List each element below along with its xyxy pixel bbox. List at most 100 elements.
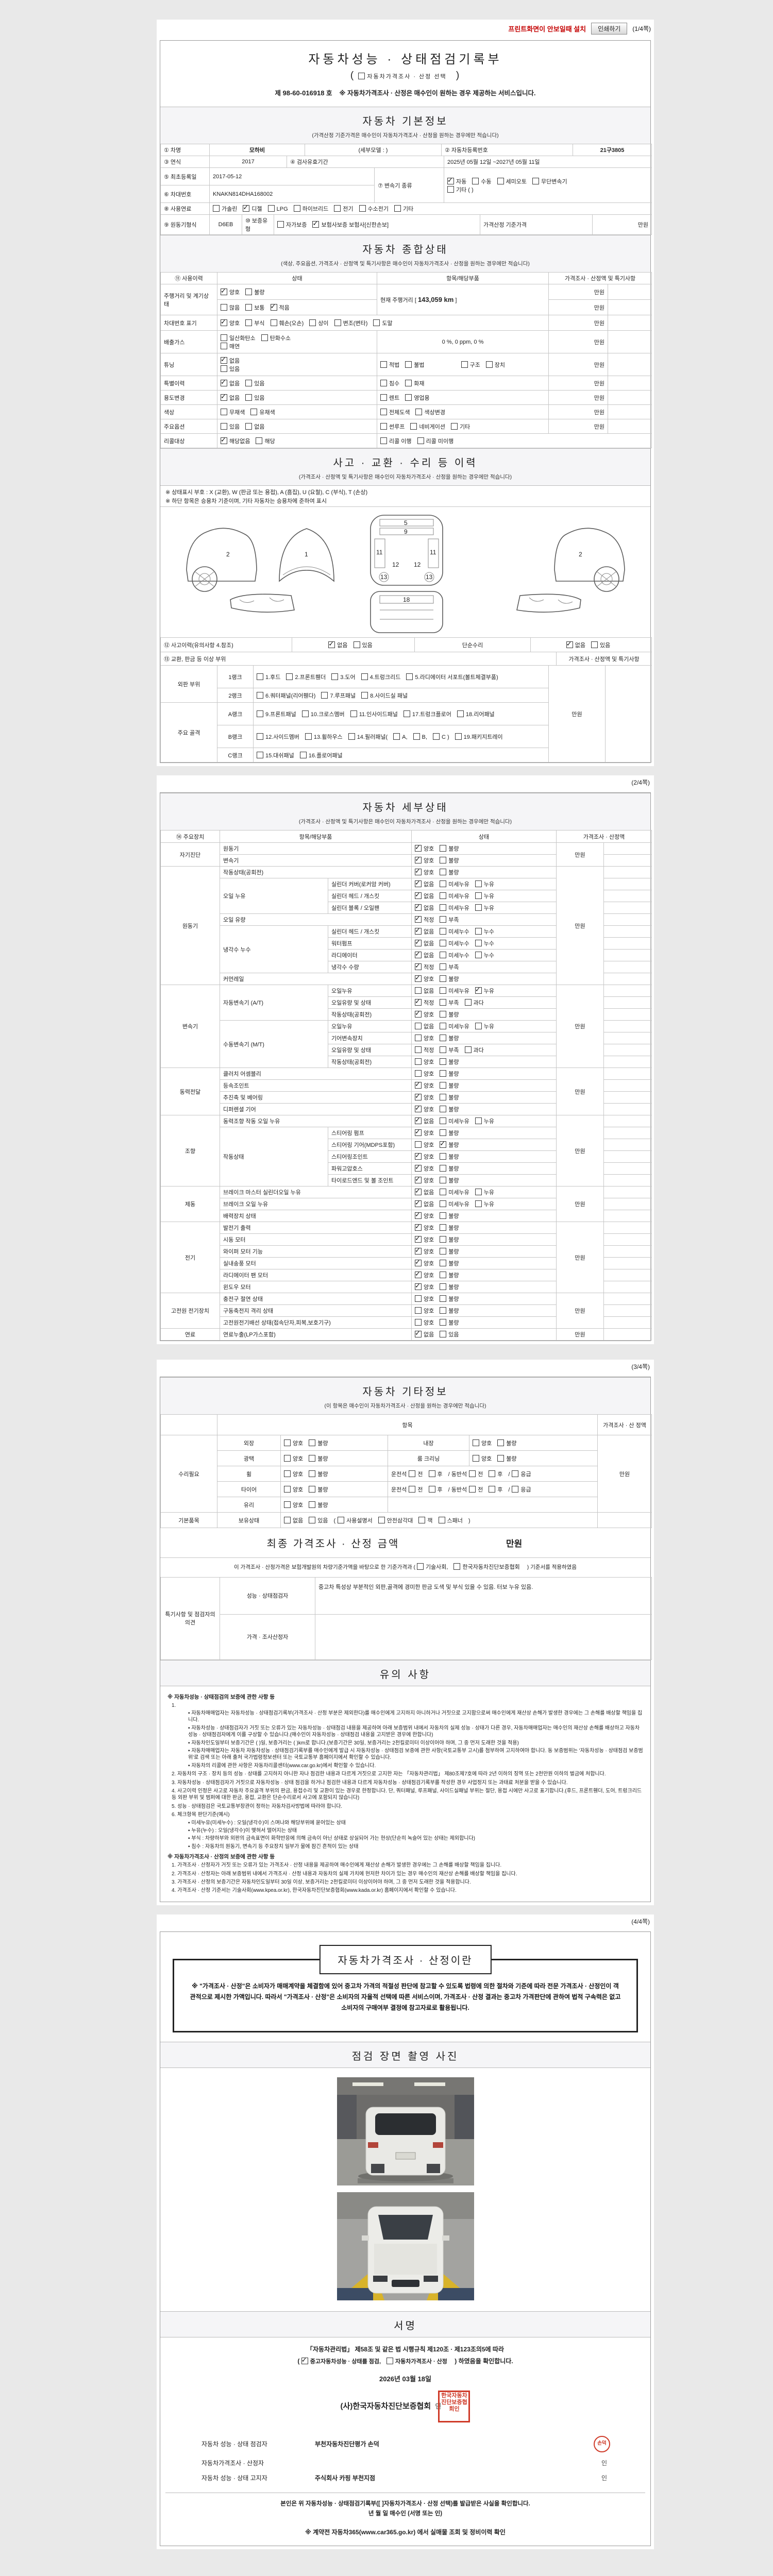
checkbox-unchecked[interactable]: [440, 1295, 447, 1302]
checkbox-unchecked[interactable]: [415, 1141, 422, 1148]
checkbox-unchecked[interactable]: [440, 845, 447, 852]
checkbox-unchecked[interactable]: [464, 1046, 472, 1053]
checkbox-unchecked[interactable]: [245, 303, 253, 311]
checkbox-checked[interactable]: [415, 1175, 422, 1183]
checkbox-unchecked[interactable]: [428, 1470, 435, 1477]
checkbox-checked[interactable]: [415, 1282, 422, 1290]
checkbox-unchecked[interactable]: [353, 641, 360, 648]
checkbox-unchecked[interactable]: [475, 1189, 482, 1195]
checkbox-checked[interactable]: [566, 640, 573, 648]
checkbox-checked[interactable]: [415, 1246, 422, 1255]
checkbox-unchecked[interactable]: [405, 361, 412, 368]
checkbox-unchecked[interactable]: [299, 751, 307, 758]
checkbox-unchecked[interactable]: [393, 733, 400, 740]
checkbox-unchecked[interactable]: [475, 928, 482, 935]
checkbox-unchecked[interactable]: [532, 177, 539, 184]
checkbox-unchecked[interactable]: [380, 379, 387, 386]
checkbox-unchecked[interactable]: [453, 1563, 461, 1570]
checkbox-unchecked[interactable]: [475, 1117, 482, 1124]
checkbox-unchecked[interactable]: [261, 334, 268, 341]
checkbox-checked[interactable]: [415, 903, 422, 911]
checkbox-unchecked[interactable]: [475, 1200, 482, 1207]
checkbox-unchecked[interactable]: [512, 1485, 519, 1493]
checkbox-unchecked[interactable]: [432, 733, 440, 740]
checkbox-unchecked[interactable]: [380, 394, 387, 401]
checkbox-unchecked[interactable]: [361, 673, 368, 680]
checkbox-unchecked[interactable]: [380, 361, 387, 368]
checkbox-unchecked[interactable]: [440, 1082, 447, 1089]
checkbox-unchecked[interactable]: [464, 999, 472, 1006]
checkbox-unchecked[interactable]: [475, 892, 482, 899]
checkbox-unchecked[interactable]: [405, 394, 412, 401]
checkbox-checked[interactable]: [415, 914, 422, 923]
checkbox-checked[interactable]: [415, 891, 422, 899]
checkbox-checked[interactable]: [415, 1128, 422, 1136]
checkbox-unchecked[interactable]: [380, 422, 387, 430]
checkbox-unchecked[interactable]: [286, 673, 293, 680]
checkbox-unchecked[interactable]: [221, 334, 227, 341]
checkbox-unchecked[interactable]: [440, 892, 447, 899]
checkbox-unchecked[interactable]: [380, 408, 387, 415]
checkbox-checked[interactable]: [415, 1234, 422, 1243]
checkbox-unchecked[interactable]: [277, 221, 284, 228]
checkbox-unchecked[interactable]: [348, 733, 355, 740]
checkbox-unchecked[interactable]: [440, 1165, 447, 1172]
checkbox-unchecked[interactable]: [438, 1516, 445, 1523]
checkbox-unchecked[interactable]: [301, 710, 309, 717]
checkbox-unchecked[interactable]: [267, 205, 275, 212]
checkbox-unchecked[interactable]: [475, 880, 482, 887]
checkbox-checked[interactable]: [415, 962, 422, 970]
checkbox-unchecked[interactable]: [440, 1106, 447, 1112]
checkbox-checked[interactable]: [312, 219, 320, 228]
checkbox-checked[interactable]: [221, 318, 227, 326]
checkbox-unchecked[interactable]: [293, 205, 300, 212]
checkbox-unchecked[interactable]: [457, 710, 464, 717]
checkbox-unchecked[interactable]: [409, 1485, 416, 1493]
checkbox-unchecked[interactable]: [440, 1070, 447, 1077]
checkbox-unchecked[interactable]: [440, 1189, 447, 1195]
checkbox-unchecked[interactable]: [394, 205, 401, 212]
checkbox-checked[interactable]: [415, 867, 422, 875]
checkbox-unchecked[interactable]: [350, 710, 357, 717]
checkbox-unchecked[interactable]: [440, 1177, 447, 1183]
checkbox-unchecked[interactable]: [440, 1129, 447, 1136]
checkbox-unchecked[interactable]: [257, 751, 263, 758]
checkbox-unchecked[interactable]: [245, 422, 253, 430]
checkbox-unchecked[interactable]: [405, 379, 412, 386]
checkbox-unchecked[interactable]: [440, 1153, 447, 1160]
checkbox-unchecked[interactable]: [358, 73, 365, 79]
checkbox-unchecked[interactable]: [415, 987, 422, 994]
checkbox-unchecked[interactable]: [361, 691, 368, 699]
checkbox-unchecked[interactable]: [440, 869, 447, 875]
checkbox-checked[interactable]: [415, 843, 422, 852]
checkbox-unchecked[interactable]: [270, 319, 277, 326]
checkbox-unchecked[interactable]: [440, 1212, 447, 1219]
checkbox-unchecked[interactable]: [440, 975, 447, 982]
checkbox-unchecked[interactable]: [380, 437, 387, 444]
checkbox-unchecked[interactable]: [221, 365, 227, 372]
checkbox-checked[interactable]: [301, 2356, 308, 2364]
checkbox-unchecked[interactable]: [257, 733, 263, 740]
checkbox-unchecked[interactable]: [359, 205, 366, 212]
checkbox-unchecked[interactable]: [409, 1470, 416, 1477]
checkbox-checked[interactable]: [415, 1211, 422, 1219]
checkbox-checked[interactable]: [415, 1329, 422, 1337]
checkbox-checked[interactable]: [415, 997, 422, 1006]
checkbox-unchecked[interactable]: [415, 1319, 422, 1326]
checkbox-unchecked[interactable]: [373, 319, 380, 326]
checkbox-unchecked[interactable]: [461, 361, 468, 368]
checkbox-unchecked[interactable]: [221, 342, 227, 349]
checkbox-unchecked[interactable]: [245, 394, 253, 401]
checkbox-unchecked[interactable]: [334, 205, 341, 212]
checkbox-checked[interactable]: [415, 926, 422, 935]
checkbox-checked[interactable]: [415, 1080, 422, 1089]
checkbox-unchecked[interactable]: [440, 952, 447, 958]
checkbox-unchecked[interactable]: [284, 1470, 291, 1477]
checkbox-unchecked[interactable]: [257, 710, 263, 717]
checkbox-unchecked[interactable]: [378, 1516, 385, 1523]
checkbox-unchecked[interactable]: [257, 673, 263, 680]
checkbox-unchecked[interactable]: [415, 1295, 422, 1302]
checkbox-unchecked[interactable]: [417, 437, 424, 444]
checkbox-unchecked[interactable]: [309, 1439, 316, 1446]
checkbox-unchecked[interactable]: [440, 1011, 447, 1018]
